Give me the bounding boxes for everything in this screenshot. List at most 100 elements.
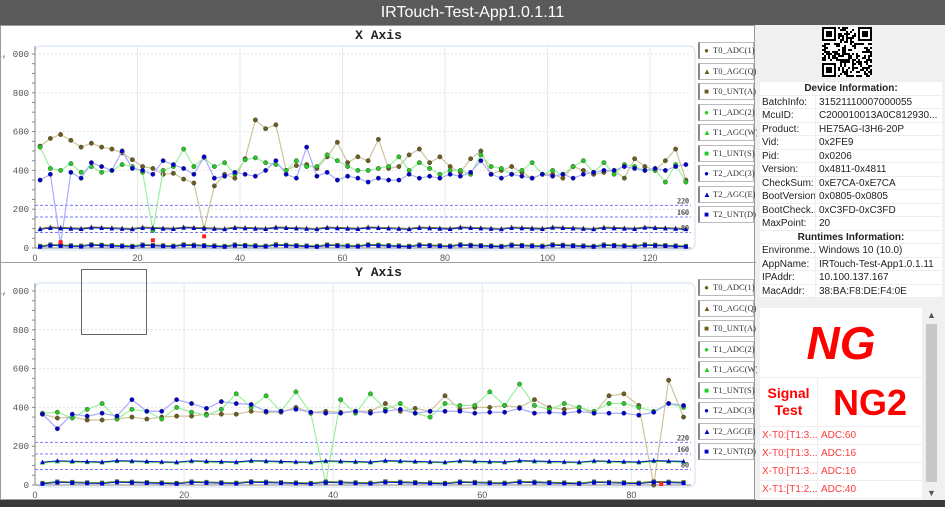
data-point (529, 226, 535, 231)
data-point (681, 414, 686, 420)
data-point (375, 166, 381, 171)
legend-item[interactable]: ▲ T0_AGC(Q) (698, 299, 756, 317)
result-row[interactable]: X-T0:[T1:3... ADC:16 (760, 463, 922, 481)
x-tick-label: 120 (642, 253, 657, 263)
circle-marker-icon: ● (704, 344, 709, 354)
y-tick-label: 0 (24, 481, 29, 491)
data-point (222, 244, 227, 249)
threshold-label: 160 (677, 445, 689, 454)
series-line-t0_unta (40, 243, 686, 247)
scroll-up-icon[interactable]: ▲ (927, 310, 936, 320)
legend-item[interactable]: ■ T1_UNT(S) (698, 144, 755, 162)
data-point (233, 391, 239, 397)
scroll-down-icon[interactable]: ▼ (927, 488, 936, 498)
data-point (334, 158, 340, 164)
data-point (293, 406, 299, 412)
info-row: Pid: 0x0206 (760, 149, 942, 163)
data-point (324, 152, 330, 158)
info-row: Product: HE75AG-I3H6-20P (760, 122, 942, 136)
data-point (517, 405, 522, 411)
data-point (278, 458, 284, 464)
result-row[interactable]: X-T0:[T1:3... ADC:60 (760, 427, 922, 445)
data-point (636, 459, 642, 464)
info-panel: Device Information: BatchInfo: 31521110007… (757, 25, 945, 500)
legend-item[interactable]: ● T1_ADC(2) (698, 103, 755, 121)
data-point (294, 244, 299, 249)
legend-item[interactable]: ■ T1_UNT(S) (698, 381, 755, 399)
data-point (681, 458, 686, 464)
series-line-t0_adc1 (39, 118, 687, 229)
x-tick-label: 20 (179, 490, 189, 500)
legend-item[interactable]: ▲ T1_AGC(W) (698, 124, 758, 141)
legend-item[interactable]: ● T0_ADC(1) (698, 42, 755, 59)
data-point (222, 160, 228, 166)
legend-item[interactable]: ▲ T2_AGC(E) (698, 185, 756, 203)
legend-item[interactable]: ● T2_ADC(3) (698, 402, 755, 419)
data-point (99, 225, 104, 231)
result-row[interactable]: X-T0:[T1:3... ADC:16 (760, 445, 922, 463)
data-point (249, 480, 254, 485)
data-point (642, 225, 648, 230)
legend-item[interactable]: ■ T2_UNT(D) (698, 443, 756, 460)
data-point (681, 403, 686, 408)
legend-item[interactable]: ● T2_ADC(3) (698, 165, 755, 182)
zoom-selection-box[interactable] (81, 269, 147, 335)
data-point (201, 226, 207, 231)
y-axis-chart[interactable]: 0 200 400 600 800 1, 000 0 20 40 60 80 220 160 80 Y A… (1, 263, 758, 500)
info-row: BatchInfo: 31521110007000055 (760, 95, 942, 109)
legend-item[interactable]: ■ T2_UNT(D) (698, 206, 756, 223)
legend-item[interactable]: ▲ T1_AGC(W) (698, 361, 758, 378)
data-point (488, 226, 494, 231)
info-row: McuID: C200010013A0C812930... (760, 109, 942, 123)
data-point (517, 381, 522, 387)
data-point (547, 481, 552, 486)
data-point (54, 409, 60, 415)
x-tick-label: 60 (337, 253, 347, 263)
data-point (580, 158, 586, 164)
data-point (308, 481, 313, 486)
triangle-marker-icon: ▲ (703, 189, 711, 199)
x-axis-chart[interactable]: 0 200 400 600 800 1, 000 0 20 40 60 80 100 120 220 160… (1, 26, 758, 263)
result-row[interactable]: X-T1:[T1:2... ADC:40 (760, 481, 922, 499)
data-point (561, 401, 567, 406)
legend-item[interactable]: ● T0_ADC(1) (698, 279, 755, 296)
data-point (502, 481, 507, 486)
y-tick-label: 0 (24, 244, 29, 254)
legend-label: T0_ADC(1) (713, 282, 755, 292)
data-point (621, 459, 627, 464)
data-point (68, 244, 73, 249)
data-point (40, 459, 45, 464)
data-point (683, 162, 689, 167)
data-point (174, 397, 180, 403)
data-point (397, 406, 403, 412)
legend-item[interactable]: ● T1_ADC(2) (698, 340, 755, 358)
x-tick-label: 60 (477, 490, 487, 500)
legend-item[interactable]: ▲ T0_AGC(Q) (698, 62, 757, 80)
y-tick-label: 400 (13, 166, 29, 176)
data-point (334, 139, 340, 145)
data-point (406, 226, 412, 232)
data-point (376, 225, 381, 231)
data-point (181, 225, 186, 230)
scrollbar-thumb[interactable] (926, 324, 937, 482)
info-key: Product: (760, 122, 816, 135)
circle-marker-icon: ● (704, 107, 709, 117)
data-point (502, 409, 508, 415)
data-point (406, 152, 412, 158)
data-point (191, 164, 197, 169)
legend-item[interactable]: ■ T0_UNT(A) (698, 320, 756, 337)
result-row[interactable]: X-T2:[T1:5-...ADC:28 (760, 499, 922, 500)
data-point (202, 244, 207, 249)
legend-label: T0_AGC(Q) (713, 65, 757, 76)
legend-item[interactable]: ▲ T2_AGC(E) (698, 422, 756, 440)
data-point (368, 391, 373, 397)
result-scrollbar[interactable]: ▲ ▼ (923, 308, 940, 500)
legend-item[interactable]: ■ T0_UNT(A) (698, 83, 756, 100)
data-point (314, 226, 320, 232)
data-point (204, 405, 209, 411)
data-point (159, 408, 165, 414)
result-item: X-T0:[T1:3... (760, 445, 818, 462)
data-point (355, 167, 361, 173)
data-point (140, 167, 146, 173)
data-point (468, 169, 474, 175)
